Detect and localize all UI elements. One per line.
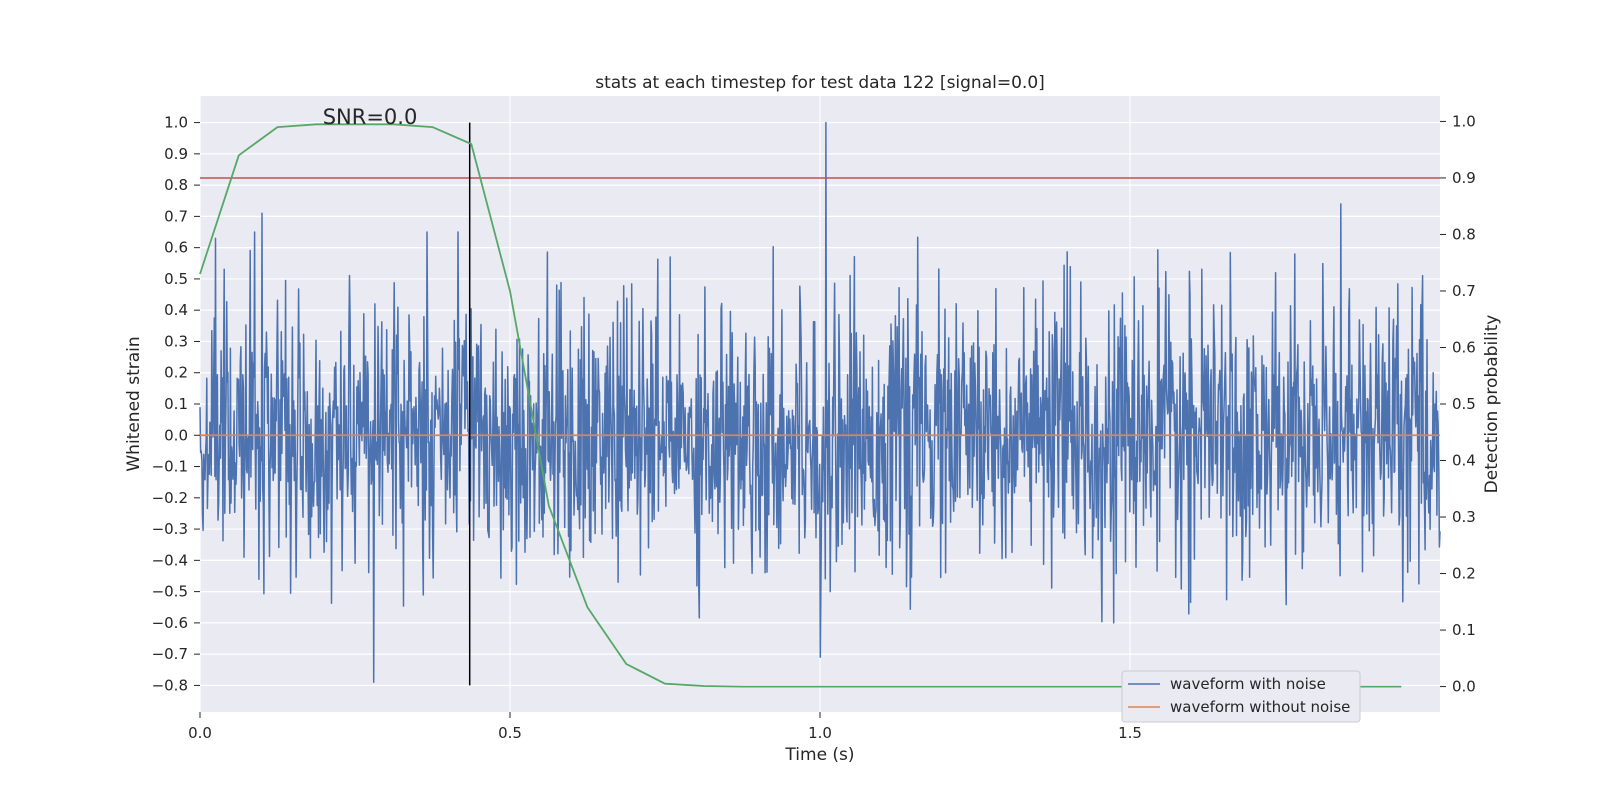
y-left-tick-label: 0.2	[164, 364, 188, 382]
y-left-tick-label: −0.1	[152, 458, 188, 476]
legend-label-clean: waveform without noise	[1170, 698, 1350, 716]
y-right-tick-label: 0.8	[1452, 225, 1476, 243]
y-left-tick-label: −0.5	[152, 583, 188, 601]
y-left-tick-label: 0.0	[164, 426, 188, 444]
y-right-tick-label: 0.7	[1452, 282, 1476, 300]
y-left-tick-label: −0.2	[152, 489, 188, 507]
y-left-tick-label: −0.8	[152, 676, 188, 694]
y-right-tick-label: 0.4	[1452, 452, 1476, 470]
detection-probability-line	[199, 123, 1402, 688]
y-right-tick-label: 0.1	[1452, 621, 1476, 639]
x-tick-label: 1.5	[1118, 724, 1142, 742]
y-right-tick-label: 0.6	[1452, 338, 1476, 356]
y-right-tick-label: 0.2	[1452, 565, 1476, 583]
y-left-tick-label: −0.4	[152, 551, 188, 569]
y-left-tick-label: 0.1	[164, 395, 188, 413]
y-left-tick-label: 0.7	[164, 207, 188, 225]
y-left-tick-label: −0.7	[152, 645, 188, 663]
snr-annotation: SNR=0.0	[323, 105, 418, 129]
y-left-tick-label: 0.8	[164, 176, 188, 194]
y-left-tick-label: 0.9	[164, 145, 188, 163]
chart-title: stats at each timestep for test data 122…	[595, 73, 1045, 93]
x-tick-label: 1.0	[808, 724, 832, 742]
y-right-tick-label: 1.0	[1452, 112, 1476, 130]
x-axis-label: Time (s)	[784, 745, 854, 765]
series-layer	[199, 121, 1441, 688]
y-left-tick-label: 0.3	[164, 332, 188, 350]
y-right-tick-label: 0.3	[1452, 508, 1476, 526]
x-tick-label: 0.0	[188, 724, 212, 742]
tick-labels: 1.0 0.9 0.8 0.7 0.6 0.5 0.4 0.3 0.2 0.1 0.0 −0.1 −0.…	[152, 112, 1476, 742]
y-axis-right-label: Detection probability	[1482, 315, 1502, 494]
legend: waveform with noise waveform without noi…	[1121, 670, 1361, 723]
x-tick-label: 0.5	[498, 724, 522, 742]
y-left-tick-label: −0.3	[152, 520, 188, 538]
y-right-tick-label: 0.5	[1452, 395, 1476, 413]
legend-box	[1121, 670, 1361, 723]
y-axis-left-label: Whitened strain	[124, 336, 144, 471]
waveform-with-noise-line	[199, 121, 1441, 684]
y-left-tick-label: −0.6	[152, 614, 188, 632]
y-left-tick-label: 0.5	[164, 270, 188, 288]
y-right-tick-label: 0.0	[1452, 678, 1476, 696]
legend-label-noise: waveform with noise	[1170, 675, 1326, 693]
y-left-tick-label: 0.6	[164, 239, 188, 257]
y-right-tick-label: 0.9	[1452, 169, 1476, 187]
y-left-tick-label: 1.0	[164, 114, 188, 132]
y-left-tick-label: 0.4	[164, 301, 188, 319]
